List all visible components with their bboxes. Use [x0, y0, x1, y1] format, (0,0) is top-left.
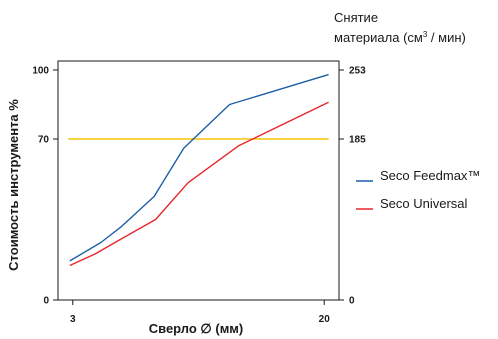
legend-label-universal: Seco Universal — [380, 196, 468, 211]
x-axis-title: Сверло ∅ (мм) — [149, 321, 244, 336]
y-right-tick-label-0: 0 — [349, 296, 355, 307]
x-tick-label-0: 3 — [70, 314, 76, 325]
right-axis-title-text-end: / мин) — [427, 30, 466, 45]
right-axis-title-line2: материала (см3 / мин) — [334, 30, 466, 45]
right-axis-title-line1: Снятие — [334, 10, 378, 25]
y-right-tick-label-1: 185 — [349, 135, 366, 146]
legend-label-feedmax: Seco Feedmax™ — [380, 168, 480, 183]
y-axis-title: Стоимость инструмента % — [6, 99, 21, 271]
y-left-tick-label-2: 100 — [32, 66, 49, 77]
series-line-universal — [69, 101, 329, 267]
y-left-tick-label-0: 0 — [43, 296, 49, 307]
plot-frame — [57, 60, 340, 301]
legend: Seco Feedmax™ Seco Universal — [356, 168, 480, 211]
y-right-tick-label-2: 253 — [349, 66, 366, 77]
y-left-tick-label-1: 70 — [38, 135, 50, 146]
plot-layer: 0 70 100 0 185 253 3 20 — [32, 60, 366, 325]
right-axis-title-superscript: 3 — [423, 30, 428, 39]
series-line-feedmax — [69, 73, 329, 262]
right-axis-title-text: материала (см — [334, 30, 423, 45]
x-tick-label-1: 20 — [319, 314, 331, 325]
